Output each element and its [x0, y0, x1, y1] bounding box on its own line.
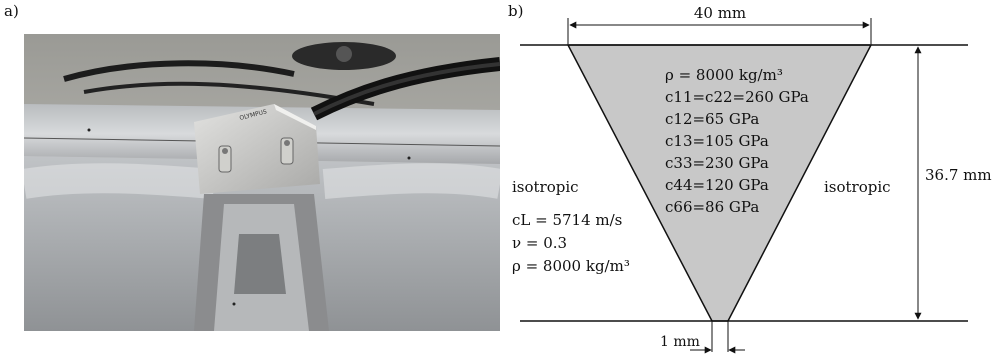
- weld-c11-c22: c11=c22=260 GPa: [665, 88, 809, 106]
- specimen-photo: OLYMPUS: [24, 34, 500, 331]
- panel-label-a: a): [4, 2, 19, 20]
- weld-c66: c66=86 GPa: [665, 198, 759, 216]
- bottom-width-label: 1 mm: [660, 334, 700, 350]
- weld-geometry-diagram: 40 mm 36.7 mm 1 mm ρ = 8000 kg/m³ c11=c2…: [512, 4, 992, 354]
- panel-label-b: b): [508, 2, 524, 20]
- weld-density: ρ = 8000 kg/m³: [665, 66, 783, 84]
- height-label: 36.7 mm: [925, 166, 992, 184]
- left-poisson-ratio: ν = 0.3: [512, 234, 567, 252]
- weld-c44: c44=120 GPa: [665, 176, 769, 194]
- left-region-label: isotropic: [512, 178, 579, 196]
- left-longitudinal-speed: cL = 5714 m/s: [512, 211, 622, 229]
- left-density: ρ = 8000 kg/m³: [512, 257, 630, 275]
- top-width-label: 40 mm: [694, 4, 746, 22]
- weld-c13: c13=105 GPa: [665, 132, 769, 150]
- right-region-label: isotropic: [824, 178, 891, 196]
- weld-c12: c12=65 GPa: [665, 110, 759, 128]
- weld-c33: c33=230 GPa: [665, 154, 769, 172]
